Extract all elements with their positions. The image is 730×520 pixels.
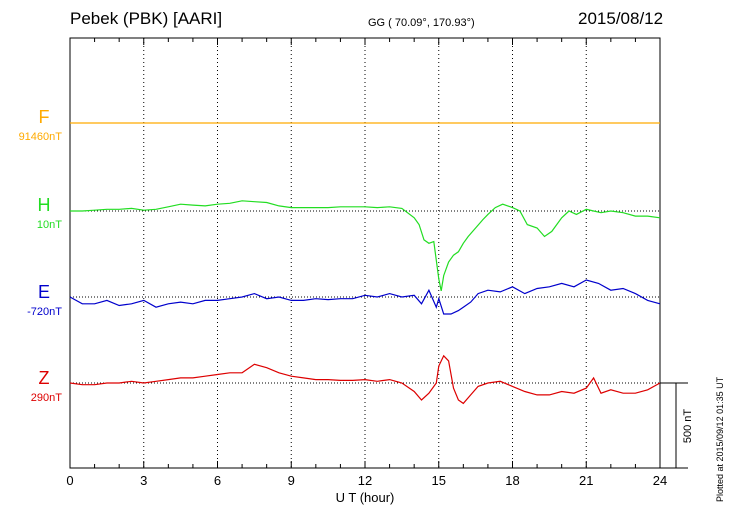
baseline-value-z: 290nT [30,392,62,404]
x-axis-ticks: 0 3 6 9 12 15 18 21 24 [66,38,667,488]
station-title: Pebek (PBK) [AARI] [70,9,223,28]
channel-label-e: E [37,282,50,302]
plot-area [69,37,661,469]
x-tick-label: 6 [214,473,221,488]
x-tick-label: 12 [358,473,372,488]
channel-label-h: H [37,195,51,215]
date-label: 2015/08/12 [578,9,664,28]
trace-z [69,354,661,405]
x-axis-label: U T (hour) [336,490,395,505]
baseline-value-h: 10nT [36,219,62,231]
geographic-coordinates: GG ( 70.09°, 170.93°) [368,17,475,29]
x-tick-label: 9 [288,473,295,488]
x-tick-label: 3 [140,473,147,488]
x-tick-label: 21 [579,473,593,488]
x-tick-label: 18 [505,473,519,488]
baseline-value-f: 91460nT [18,131,62,143]
channel-label-z: Z [38,368,50,388]
trace-e [69,279,661,315]
scale-bar-label: 500 nT [682,409,694,444]
channel-traces [69,122,661,405]
plotted-at-note: Plotted at 2015/09/12 01:35 UT [715,376,725,502]
x-tick-label: 15 [432,473,446,488]
x-tick-label: 24 [653,473,667,488]
trace-h [70,200,661,292]
scale-bar [660,382,688,469]
baseline-value-e: -720nT [27,306,62,318]
channel-label-f: F [38,107,50,127]
x-tick-label: 0 [66,473,73,488]
